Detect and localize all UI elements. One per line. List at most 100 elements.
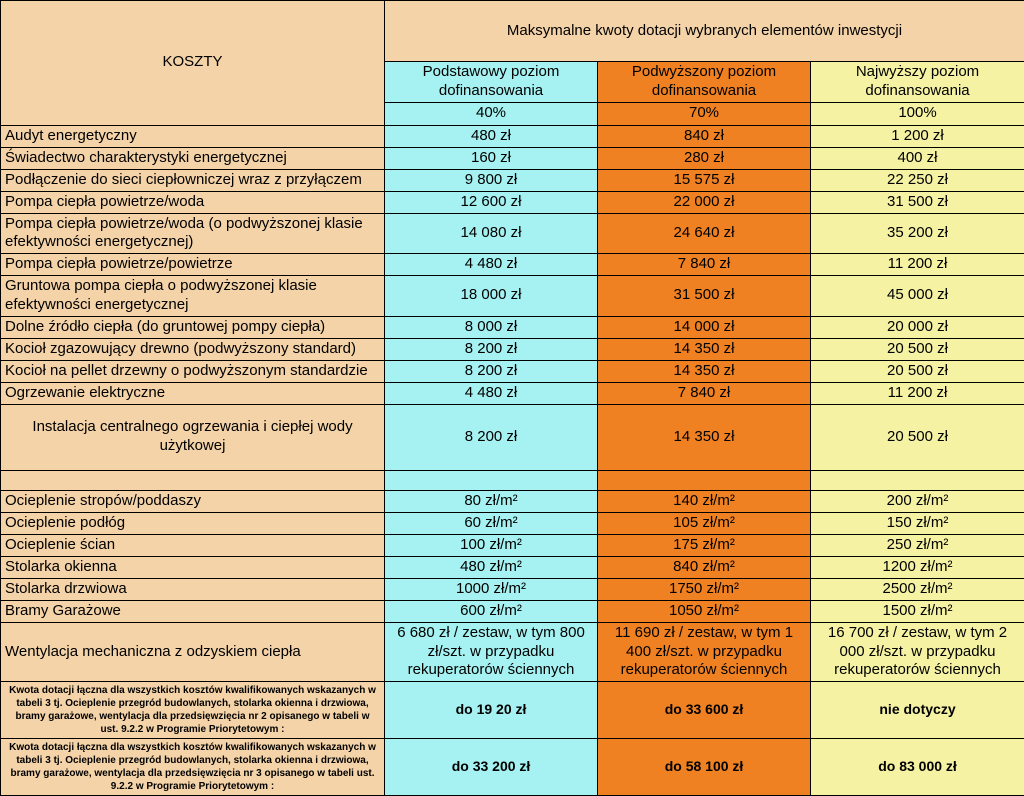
value-cell: 14 350 zł	[597, 359, 811, 383]
costs-column-header: KOSZTY	[0, 0, 385, 126]
table-row: Dolne źródło ciepła (do gruntowej pompy …	[0, 315, 1024, 339]
value-cell: 480 zł	[384, 124, 598, 148]
value-cell: 11 200 zł	[810, 253, 1024, 276]
value-cell: 15 575 zł	[597, 168, 811, 192]
table-row	[0, 469, 1024, 491]
value-cell: 4 480 zł	[384, 253, 598, 276]
column-header-row: Podstawowy poziom dofinansowania Podwyżs…	[1, 61, 1024, 103]
value-cell: 31 500 zł	[597, 275, 811, 317]
row-label: Dolne źródło ciepła (do gruntowej pompy …	[0, 315, 385, 339]
value-cell: 2500 zł/m²	[810, 577, 1024, 601]
table-row: Pompa ciepła powietrze/woda 12 600 zł 22 0…	[0, 190, 1024, 214]
row-label: Instalacja centralnego ogrzewania i ciep…	[0, 403, 385, 471]
value-cell: 22 250 zł	[810, 168, 1024, 192]
row-label: Stolarka okienna	[0, 555, 385, 579]
value-cell: do 58 100 zł	[597, 738, 811, 796]
row-label: Ogrzewanie elektryczne	[0, 381, 385, 405]
value-cell: 160 zł	[384, 146, 598, 170]
value-cell: 600 zł/m²	[384, 599, 598, 623]
table-row: Ogrzewanie elektryczne 4 480 zł 7 840 zł 11…	[0, 381, 1024, 405]
table-row: Świadectwo charakterystyki energetycznej…	[0, 146, 1024, 170]
row-label: Ocieplenie ścian	[0, 533, 385, 557]
table-title: Maksymalne kwoty dotacji wybranych eleme…	[384, 0, 1024, 62]
value-cell: 4 480 zł	[384, 381, 598, 405]
value-cell: 60 zł/m²	[384, 511, 598, 535]
value-cell: 14 350 zł	[597, 337, 811, 361]
value-cell: 14 350 zł	[597, 403, 811, 471]
value-cell: 1200 zł/m²	[810, 555, 1024, 579]
row-label	[0, 469, 385, 491]
value-cell: 12 600 zł	[384, 190, 598, 214]
row-label: Gruntowa pompa ciepła o podwyższonej kla…	[0, 275, 385, 317]
value-cell: nie dotyczy	[810, 681, 1024, 739]
row-label: Kocioł zgazowujący drewno (podwyższony s…	[0, 337, 385, 361]
value-cell: do 83 000 zł	[810, 738, 1024, 796]
value-cell: 20 500 zł	[810, 337, 1024, 361]
value-cell: 840 zł	[597, 124, 811, 148]
value-cell: 280 zł	[597, 146, 811, 170]
value-cell: 1500 zł/m²	[810, 599, 1024, 623]
value-cell: 14 080 zł	[384, 212, 598, 254]
value-cell: 18 000 zł	[384, 275, 598, 317]
value-cell: 6 680 zł / zestaw, w tym 800 zł/szt. w p…	[384, 621, 598, 683]
value-cell	[810, 469, 1024, 491]
row-label: Kwota dotacji łączna dla wszystkich kosz…	[0, 738, 385, 796]
column-header-highest-level: Najwyższy poziom dofinansowania	[810, 61, 1024, 103]
row-label: Bramy Garażowe	[0, 599, 385, 623]
percent-raised-level: 70%	[597, 101, 811, 126]
row-label: Audyt energetyczny	[0, 124, 385, 148]
row-label: Podłączenie do sieci ciepłowniczej wraz …	[0, 168, 385, 192]
value-cell: do 19 20 zł	[384, 681, 598, 739]
row-label: Ocieplenie podłóg	[0, 511, 385, 535]
value-cell	[597, 469, 811, 491]
value-cell: 20 000 zł	[810, 315, 1024, 339]
value-cell: 140 zł/m²	[597, 489, 811, 513]
value-cell: 8 200 zł	[384, 403, 598, 471]
table-row: Pompa ciepła powietrze/powietrze 4 480 zł…	[0, 253, 1024, 276]
row-label: Kocioł na pellet drzewny o podwyższonym …	[0, 359, 385, 383]
value-cell	[384, 469, 598, 491]
table-row: Stolarka drzwiowa 1000 zł/m² 1750 zł/m² 250…	[0, 577, 1024, 601]
row-label: Ocieplenie stropów/poddaszy	[0, 489, 385, 513]
value-cell: 7 840 zł	[597, 381, 811, 405]
value-cell: 400 zł	[810, 146, 1024, 170]
value-cell: 840 zł/m²	[597, 555, 811, 579]
table-row: Ocieplenie stropów/poddaszy 80 zł/m² 140 z…	[0, 489, 1024, 513]
row-label: Pompa ciepła powietrze/powietrze	[0, 253, 385, 276]
value-cell: 8 000 zł	[384, 315, 598, 339]
value-cell: 16 700 zł / zestaw, w tym 2 000 zł/szt. …	[810, 621, 1024, 683]
value-cell: 20 500 zł	[810, 403, 1024, 471]
value-cell: 1050 zł/m²	[597, 599, 811, 623]
value-cell: 8 200 zł	[384, 359, 598, 383]
value-cell: 1000 zł/m²	[384, 577, 598, 601]
value-cell: 100 zł/m²	[384, 533, 598, 557]
value-cell: 480 zł/m²	[384, 555, 598, 579]
table-row: Stolarka okienna 480 zł/m² 840 zł/m² 1200 z…	[0, 555, 1024, 579]
title-row: KOSZTY Maksymalne kwoty dotacji wybranyc…	[0, 0, 1024, 126]
value-cell: 35 200 zł	[810, 212, 1024, 254]
table-row: Pompa ciepła powietrze/woda (o podwyższo…	[0, 212, 1024, 254]
value-cell: 150 zł/m²	[810, 511, 1024, 535]
value-cell: 7 840 zł	[597, 253, 811, 276]
percent-highest-level: 100%	[810, 101, 1024, 126]
value-cell: 20 500 zł	[810, 359, 1024, 383]
table-row: Bramy Garażowe 600 zł/m² 1050 zł/m² 1500 zł…	[0, 599, 1024, 623]
table-row: Wentylacja mechaniczna z odzyskiem ciepł…	[0, 621, 1024, 683]
row-label: Pompa ciepła powietrze/woda (o podwyższo…	[0, 212, 385, 254]
percent-basic-level: 40%	[384, 101, 598, 126]
value-cell: 200 zł/m²	[810, 489, 1024, 513]
row-label: Wentylacja mechaniczna z odzyskiem ciepł…	[0, 621, 385, 683]
table-row: Kwota dotacji łączna dla wszystkich kosz…	[0, 681, 1024, 739]
row-label: Kwota dotacji łączna dla wszystkich kosz…	[0, 681, 385, 739]
column-header-basic-level: Podstawowy poziom dofinansowania	[384, 61, 598, 103]
value-cell: 31 500 zł	[810, 190, 1024, 214]
table-row: Ocieplenie ścian 100 zł/m² 175 zł/m² 250 zł…	[0, 533, 1024, 557]
value-cell: 80 zł/m²	[384, 489, 598, 513]
row-label: Świadectwo charakterystyki energetycznej	[0, 146, 385, 170]
value-cell: do 33 200 zł	[384, 738, 598, 796]
value-cell: 8 200 zł	[384, 337, 598, 361]
value-cell: 9 800 zł	[384, 168, 598, 192]
value-cell: 11 200 zł	[810, 381, 1024, 405]
